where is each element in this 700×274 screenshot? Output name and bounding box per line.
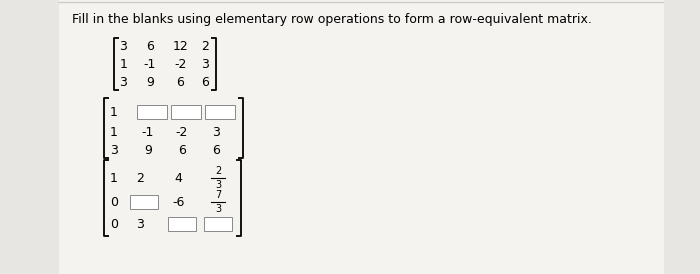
Text: 0: 0: [110, 196, 118, 209]
Text: -1: -1: [141, 125, 154, 138]
Text: 3: 3: [215, 204, 221, 214]
Text: 1: 1: [110, 105, 118, 118]
Text: 1: 1: [110, 125, 118, 138]
Text: 3: 3: [119, 39, 127, 53]
Text: 2: 2: [136, 172, 144, 184]
Text: -6: -6: [172, 196, 184, 209]
FancyBboxPatch shape: [171, 105, 201, 119]
FancyBboxPatch shape: [205, 105, 235, 119]
Text: 2: 2: [201, 39, 209, 53]
Text: 12: 12: [172, 39, 188, 53]
Text: 3: 3: [215, 180, 221, 190]
Text: 6: 6: [176, 76, 184, 89]
Text: 6: 6: [178, 144, 186, 156]
Text: 0: 0: [110, 218, 118, 230]
Text: 3: 3: [110, 144, 118, 156]
FancyBboxPatch shape: [168, 217, 196, 231]
Text: 3: 3: [201, 58, 209, 70]
FancyBboxPatch shape: [130, 195, 158, 209]
FancyBboxPatch shape: [204, 217, 232, 231]
Text: 1: 1: [110, 172, 118, 184]
Text: 3: 3: [136, 218, 144, 230]
Text: Fill in the blanks using elementary row operations to form a row-equivalent matr: Fill in the blanks using elementary row …: [72, 13, 592, 26]
Text: 1: 1: [119, 58, 127, 70]
Text: 7: 7: [215, 190, 221, 200]
Text: 3: 3: [119, 76, 127, 89]
Text: 6: 6: [201, 76, 209, 89]
Text: -2: -2: [174, 58, 186, 70]
Text: 3: 3: [212, 125, 220, 138]
Text: -1: -1: [144, 58, 156, 70]
Text: 2: 2: [215, 166, 221, 176]
Text: 6: 6: [146, 39, 154, 53]
FancyBboxPatch shape: [136, 105, 167, 119]
Text: -2: -2: [176, 125, 188, 138]
Text: 6: 6: [212, 144, 220, 156]
FancyBboxPatch shape: [59, 0, 664, 274]
Text: 9: 9: [146, 76, 154, 89]
Text: 9: 9: [144, 144, 152, 156]
Text: 4: 4: [174, 172, 182, 184]
